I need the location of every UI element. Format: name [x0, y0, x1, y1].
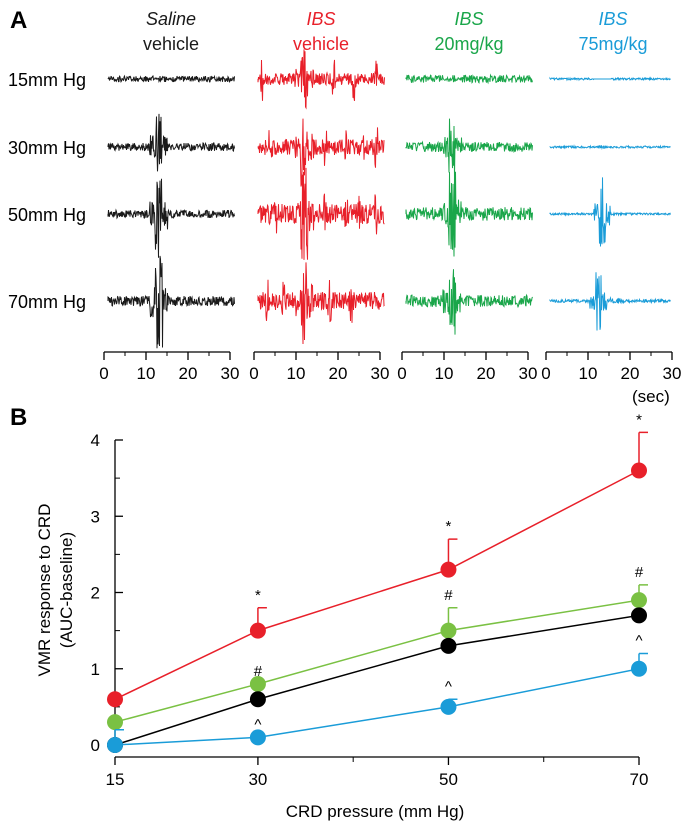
row-label: 70mm Hg	[8, 292, 86, 312]
emg-trace	[107, 255, 235, 349]
column-header-line1: Saline	[146, 9, 196, 29]
column-header-line2: vehicle	[143, 34, 199, 54]
significance-mark: ^	[445, 678, 452, 695]
data-point	[249, 691, 266, 708]
trace-grid	[107, 49, 671, 349]
data-point	[249, 729, 266, 746]
emg-trace	[107, 113, 235, 172]
significance-mark: *	[255, 587, 261, 604]
column-header-line1: IBS	[598, 9, 627, 29]
data-point	[107, 714, 123, 731]
data-point	[107, 737, 123, 753]
emg-trace	[257, 167, 385, 260]
time-tick-label: 20	[329, 364, 348, 383]
panel-b-label: B	[10, 404, 27, 431]
time-tick-label: 30	[221, 364, 240, 383]
data-point	[631, 660, 647, 677]
significance-mark: ^	[254, 716, 261, 733]
emg-trace	[405, 73, 533, 85]
line-chart-axes: 0 1 2 3 4 15 30 50 70	[91, 431, 649, 789]
emg-trace	[257, 49, 385, 110]
row-label: 50mm Hg	[8, 205, 86, 225]
significance-mark: *	[446, 518, 452, 535]
series-line	[114, 599, 640, 723]
emg-trace	[549, 144, 671, 151]
time-tick-label: 20	[477, 364, 496, 383]
x-tick-label: 70	[630, 770, 649, 789]
time-tick-label: 30	[519, 364, 538, 383]
time-axes: 0 10 20 30 0 10 20 30 0 10 20 30 0 10 20 30	[99, 351, 682, 383]
emg-trace	[257, 262, 385, 345]
row-labels: 15mm Hg 30mm Hg 50mm Hg 70mm Hg	[8, 70, 86, 312]
y-axis-label-line1: VMR response to CRD	[35, 504, 54, 677]
time-tick-label: 20	[179, 364, 198, 383]
time-tick-label: 0	[249, 364, 258, 383]
time-tick-label: 0	[541, 364, 550, 383]
row-label: 30mm Hg	[8, 138, 86, 158]
data-point	[249, 622, 266, 639]
column-header-line1: IBS	[454, 9, 483, 29]
data-point	[440, 622, 457, 639]
series-line	[114, 469, 640, 700]
time-tick-label: 10	[287, 364, 306, 383]
y-tick-label: 3	[91, 507, 100, 526]
column-header-line2: 20mg/kg	[434, 34, 503, 54]
series-line	[114, 614, 640, 746]
y-tick-label: 0	[91, 736, 100, 755]
line-chart-plot: * * * # # # ^ ^ ^	[107, 411, 648, 753]
data-point	[631, 592, 647, 609]
time-tick-label: 0	[99, 364, 108, 383]
significance-mark: #	[635, 564, 644, 581]
data-point	[631, 607, 647, 624]
data-point	[440, 698, 457, 715]
emg-trace	[405, 118, 533, 177]
panel-a-label: A	[10, 7, 27, 34]
x-tick-label: 15	[106, 770, 125, 789]
emg-trace	[257, 118, 385, 187]
emg-trace	[405, 171, 533, 257]
y-tick-label: 1	[91, 660, 100, 679]
data-point	[249, 676, 266, 692]
data-point	[440, 561, 457, 578]
time-tick-label: 10	[137, 364, 156, 383]
emg-trace	[107, 74, 235, 84]
time-tick-label: 10	[579, 364, 598, 383]
emg-trace	[549, 177, 671, 247]
time-tick-label: 0	[397, 364, 406, 383]
x-tick-label: 50	[439, 770, 458, 789]
series-line	[114, 668, 640, 746]
row-label: 15mm Hg	[8, 70, 86, 90]
emg-trace	[549, 76, 671, 82]
significance-mark: *	[636, 411, 642, 428]
column-header-line2: vehicle	[293, 34, 349, 54]
y-axis-label-line2: (AUC-baseline)	[57, 532, 76, 648]
data-point	[440, 637, 457, 654]
time-tick-label: 10	[435, 364, 454, 383]
significance-mark: #	[444, 587, 453, 604]
panel-b: B VMR response to CRD (AUC-baseline) 0 1 2…	[10, 404, 648, 821]
time-tick-label: 20	[621, 364, 640, 383]
emg-trace	[549, 272, 671, 331]
time-tick-label: 30	[371, 364, 390, 383]
time-unit-label: (sec)	[632, 387, 670, 406]
y-axis-label: VMR response to CRD (AUC-baseline)	[35, 504, 76, 677]
emg-trace	[107, 178, 235, 258]
emg-trace	[405, 269, 533, 335]
panel-a: A Saline vehicle IBS vehicle IBS 20mg/kg IBS 75…	[8, 7, 681, 406]
column-headers: Saline vehicle IBS vehicle IBS 20mg/kg IBS 75mg…	[143, 9, 648, 54]
significance-mark: #	[254, 663, 263, 680]
data-point	[631, 462, 647, 479]
time-tick-label: 30	[663, 364, 682, 383]
significance-mark: ^	[635, 633, 642, 650]
y-tick-label: 2	[91, 584, 100, 603]
x-tick-label: 30	[248, 770, 267, 789]
x-axis-label: CRD pressure (mm Hg)	[286, 802, 465, 821]
column-header-line1: IBS	[306, 9, 335, 29]
y-tick-label: 4	[91, 431, 100, 450]
data-point	[107, 691, 123, 708]
column-header-line2: 75mg/kg	[578, 34, 647, 54]
